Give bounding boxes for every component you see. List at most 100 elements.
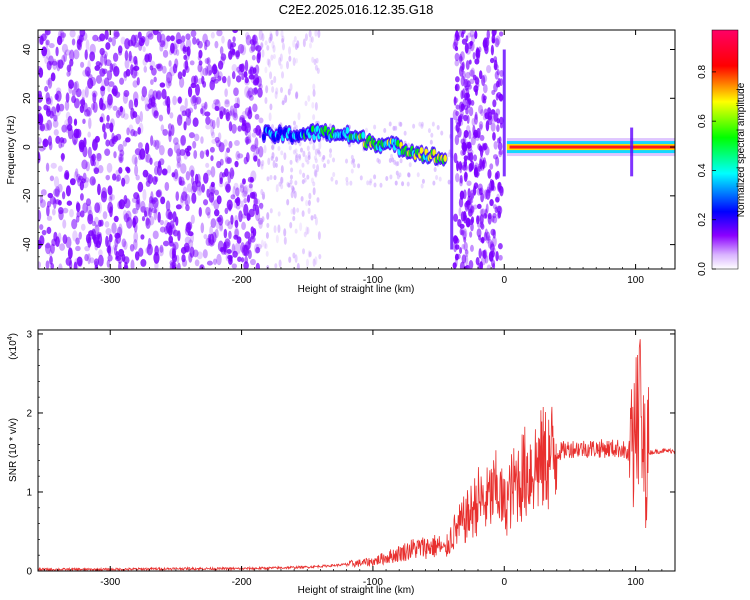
noise-blob (123, 265, 129, 269)
noise-blob (461, 161, 466, 169)
noise-blob (176, 39, 183, 45)
noise-blob (219, 246, 224, 253)
noise-blob (280, 150, 284, 156)
noise-blob (304, 100, 308, 107)
noise-blob (282, 97, 286, 105)
noise-blob (66, 64, 72, 73)
snr-x-tick-label: -300 (100, 577, 120, 588)
noise-blob (225, 183, 231, 193)
noise-blob (170, 42, 175, 54)
noise-blob (198, 60, 203, 66)
noise-blob (202, 249, 208, 259)
noise-blob (95, 74, 103, 84)
noise-blob (266, 264, 270, 269)
noise-blob (303, 231, 307, 238)
noise-blob (54, 199, 61, 205)
noise-blob (473, 204, 478, 210)
noise-blob (274, 91, 278, 100)
noise-blob (142, 188, 147, 201)
noise-blob (461, 141, 467, 151)
noise-blob (258, 145, 264, 158)
noise-blob (57, 59, 64, 69)
noise-blob (493, 59, 498, 71)
noise-blob (167, 147, 173, 157)
noise-blob (181, 110, 187, 117)
noise-blob (105, 59, 112, 67)
noise-blob (198, 49, 203, 59)
snr-x-tick-label: -100 (363, 577, 383, 588)
noise-blob (123, 71, 128, 78)
noise-blob (236, 236, 242, 244)
noise-blob (496, 124, 500, 133)
noise-blob (482, 249, 487, 260)
noise-blob (181, 191, 188, 202)
noise-blob (104, 221, 110, 228)
noise-blob (93, 167, 100, 175)
noise-blob (149, 60, 156, 68)
noise-blob (69, 178, 76, 186)
noise-blob (368, 180, 372, 186)
noise-blob (243, 203, 249, 216)
noise-blob (491, 38, 496, 44)
noise-blob (490, 44, 494, 56)
noise-blob (497, 210, 502, 219)
noise-blob (186, 150, 191, 157)
noise-blob (144, 35, 150, 47)
noise-blob (218, 223, 224, 232)
noise-blob (269, 33, 273, 41)
noise-blob (204, 101, 208, 110)
noise-blob (200, 103, 207, 109)
noise-blob (496, 92, 502, 99)
noise-blob (484, 228, 488, 238)
noise-blob (275, 30, 279, 37)
noise-blob (264, 97, 268, 104)
noise-blob (91, 228, 96, 240)
noise-blob (479, 146, 484, 158)
noise-blob (492, 215, 498, 224)
noise-blob (91, 229, 97, 241)
noise-blob (169, 112, 174, 119)
noise-blob (100, 54, 104, 67)
noise-blob (140, 35, 146, 44)
noise-blob (82, 69, 89, 77)
noise-blob (71, 95, 77, 104)
noise-blob (316, 67, 320, 74)
noise-blob (114, 238, 119, 248)
noise-blob (78, 259, 83, 268)
noise-blob (334, 179, 338, 185)
noise-blob (141, 216, 146, 222)
noise-blob (128, 50, 132, 62)
noise-blob (92, 34, 99, 42)
snr-y-tick-label: 1 (26, 487, 32, 498)
noise-blob (210, 218, 217, 229)
noise-blob (227, 75, 231, 88)
colorbar-ticks: 0.0 0.2 0.4 0.6 0.8 (697, 64, 716, 276)
noise-blob (495, 250, 499, 262)
noise-blob (202, 67, 208, 76)
noise-blob (205, 149, 210, 157)
noise-blob (301, 179, 305, 185)
noise-blob (230, 42, 237, 48)
noise-blob (486, 231, 490, 241)
noise-blob (185, 116, 192, 126)
noise-blob (345, 180, 349, 186)
noise-blob (75, 202, 81, 213)
spectrogram-x-label: Height of straight line (km) (298, 284, 415, 295)
noise-blob (466, 80, 471, 88)
noise-blob (470, 100, 475, 106)
noise-blob (459, 177, 464, 187)
noise-blob (112, 173, 117, 181)
noise-blob (217, 132, 222, 141)
noise-blob (67, 247, 73, 260)
noise-blob (45, 92, 50, 102)
noise-blob (312, 163, 316, 169)
noise-blob (58, 103, 65, 112)
noise-blob (287, 88, 291, 96)
noise-blob (107, 102, 111, 108)
noise-blob (492, 154, 498, 160)
noise-blob (94, 224, 100, 235)
noise-blob (172, 43, 178, 56)
noise-blob (48, 42, 55, 49)
noise-blob (49, 255, 53, 265)
noise-blob (132, 111, 138, 119)
